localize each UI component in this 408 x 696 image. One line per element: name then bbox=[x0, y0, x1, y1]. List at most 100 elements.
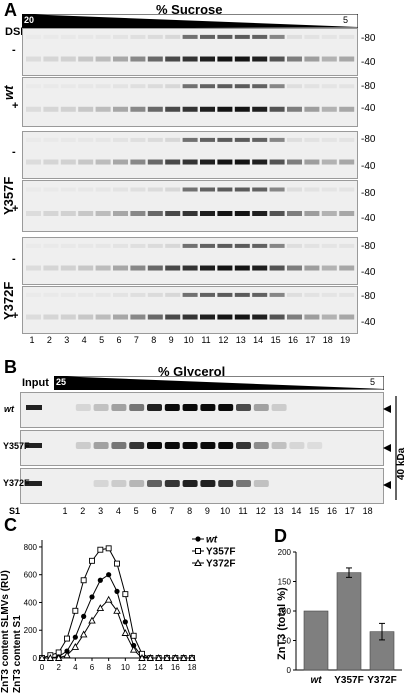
band bbox=[182, 137, 198, 142]
band bbox=[130, 292, 146, 297]
band bbox=[78, 292, 94, 297]
band bbox=[130, 159, 146, 165]
band bbox=[147, 137, 163, 142]
band bbox=[321, 314, 337, 320]
band bbox=[287, 84, 302, 89]
kda-40-y357f-minus: -40 bbox=[361, 161, 376, 172]
band bbox=[60, 159, 76, 165]
band bbox=[26, 243, 41, 248]
y-tick-label: 200 bbox=[24, 626, 38, 635]
band bbox=[95, 314, 111, 320]
band bbox=[304, 243, 320, 248]
panel-a-letter: A bbox=[4, 0, 17, 20]
glycerol-lane-number: 1 bbox=[62, 506, 68, 516]
kda-40-label: 40 kDa bbox=[396, 447, 407, 480]
glycerol-lane-number: 14 bbox=[291, 506, 302, 516]
band bbox=[165, 243, 181, 248]
band bbox=[252, 243, 268, 248]
kda-80-y357f-minus: -80 bbox=[361, 134, 376, 145]
sucrose-lane-number: 16 bbox=[287, 335, 298, 345]
band bbox=[182, 442, 198, 449]
band bbox=[78, 34, 94, 39]
band bbox=[287, 243, 302, 248]
glycerol-lane-number: 10 bbox=[220, 506, 231, 516]
row-label-wt: wt bbox=[4, 404, 14, 414]
sucrose-end: 5 bbox=[343, 15, 349, 25]
band bbox=[304, 106, 320, 112]
band bbox=[95, 187, 111, 192]
band bbox=[60, 137, 76, 142]
band bbox=[234, 84, 250, 89]
band bbox=[252, 137, 268, 142]
band bbox=[200, 84, 215, 89]
band bbox=[304, 292, 320, 297]
band bbox=[43, 265, 59, 271]
band bbox=[26, 137, 41, 142]
point-y372f bbox=[63, 651, 71, 659]
x-tick-label: 0 bbox=[40, 663, 45, 672]
y372f-plus-marker: + bbox=[12, 310, 19, 322]
sucrose-lane-number: 15 bbox=[270, 335, 281, 345]
band bbox=[217, 137, 233, 142]
y-tick-label: 400 bbox=[24, 598, 38, 607]
glycerol-lane-number: 6 bbox=[151, 506, 157, 516]
sucrose-lane-number: 12 bbox=[218, 335, 229, 345]
band bbox=[130, 314, 146, 320]
band bbox=[165, 314, 181, 320]
band bbox=[321, 187, 337, 192]
band bbox=[321, 34, 337, 39]
glycerol-lane-number: 12 bbox=[255, 506, 266, 516]
band bbox=[95, 84, 111, 89]
band bbox=[113, 106, 128, 112]
sucrose-lane-number: 3 bbox=[64, 335, 70, 345]
band bbox=[130, 34, 146, 39]
point-wt bbox=[106, 572, 112, 578]
band bbox=[339, 314, 355, 320]
category-label: Y372F bbox=[367, 675, 396, 686]
band bbox=[321, 243, 337, 248]
wt-plus-marker: + bbox=[12, 100, 19, 112]
band bbox=[93, 442, 109, 449]
point-y357f bbox=[130, 632, 137, 639]
band bbox=[113, 314, 128, 320]
band bbox=[307, 442, 323, 449]
band bbox=[304, 34, 320, 39]
band bbox=[234, 106, 250, 112]
glycerol-lane-number: 3 bbox=[98, 506, 104, 516]
band bbox=[113, 84, 128, 89]
band bbox=[147, 243, 163, 248]
band bbox=[321, 84, 337, 89]
band bbox=[182, 265, 198, 271]
band bbox=[43, 243, 59, 248]
band bbox=[75, 404, 91, 411]
input-label: Input bbox=[22, 377, 49, 389]
band bbox=[200, 187, 215, 192]
band bbox=[252, 265, 268, 271]
glycerol-lane-number: 17 bbox=[344, 506, 355, 516]
band bbox=[321, 211, 337, 216]
band bbox=[182, 211, 198, 216]
band bbox=[200, 265, 215, 271]
band bbox=[26, 314, 41, 320]
band bbox=[147, 442, 162, 449]
band bbox=[252, 159, 268, 165]
band bbox=[182, 243, 198, 248]
band bbox=[43, 292, 59, 297]
band bbox=[287, 56, 302, 62]
band bbox=[147, 34, 163, 39]
band bbox=[200, 442, 216, 449]
band bbox=[269, 84, 285, 89]
band bbox=[60, 211, 76, 216]
kda-80-wt-minus: -80 bbox=[361, 33, 376, 44]
band bbox=[129, 442, 145, 449]
band bbox=[234, 243, 250, 248]
band bbox=[217, 159, 233, 165]
band bbox=[164, 404, 180, 411]
bar-y357f bbox=[336, 572, 362, 671]
x-tick-label: 6 bbox=[90, 663, 95, 672]
kda-40-wt-plus: -40 bbox=[361, 103, 376, 114]
band bbox=[321, 159, 337, 165]
band bbox=[130, 211, 146, 216]
glycerol-lane-number: 18 bbox=[362, 506, 373, 516]
band bbox=[165, 56, 181, 62]
